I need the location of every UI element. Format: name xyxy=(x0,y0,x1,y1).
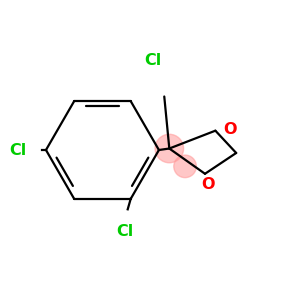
Text: Cl: Cl xyxy=(116,224,134,239)
Text: Cl: Cl xyxy=(9,142,27,158)
Text: Cl: Cl xyxy=(144,53,162,68)
Text: O: O xyxy=(223,122,236,137)
Circle shape xyxy=(155,134,184,163)
Circle shape xyxy=(174,155,196,178)
Text: O: O xyxy=(201,177,215,192)
